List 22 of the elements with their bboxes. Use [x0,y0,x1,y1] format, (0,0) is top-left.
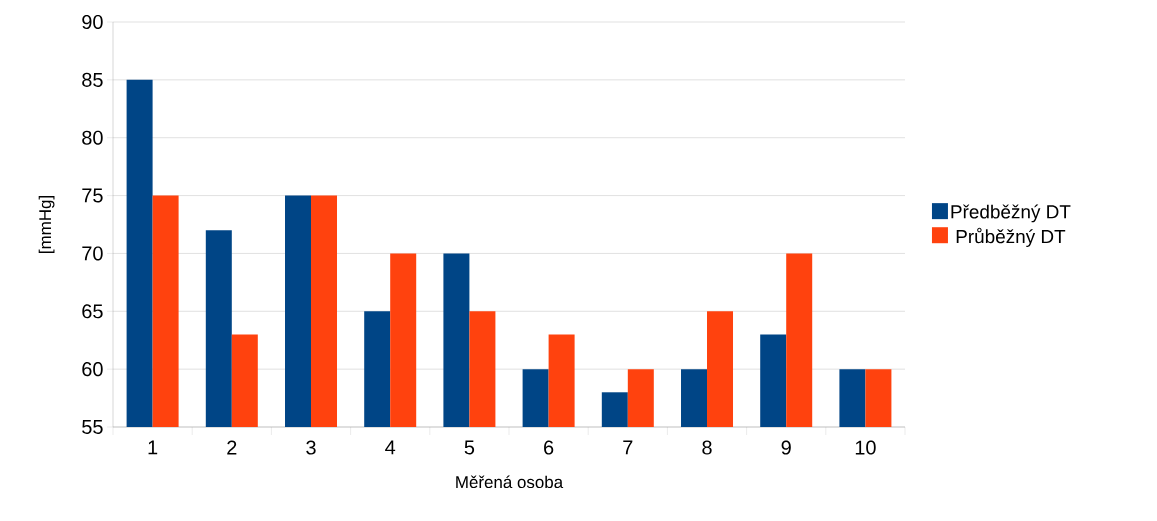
x-tick-label: 4 [385,440,396,455]
x-tick-label: 10 [855,440,876,455]
x-tick-label: 7 [623,440,633,455]
y-axis-title: [mmHg] [38,196,55,253]
x-tick-label: 3 [306,440,316,455]
legend-label: Průběžný DT [956,227,1066,248]
legend-label: Předběžný DT [951,204,1071,223]
y-tick-label: 75 [82,188,103,203]
x-tick-label: 8 [702,440,712,455]
y-tick-label: 55 [82,420,103,434]
x-tick-label: 2 [227,440,237,455]
y-tick-label: 85 [82,72,103,87]
y-tick-label: 80 [82,130,103,145]
x-tick-label: 5 [464,440,475,455]
y-tick-label: 60 [82,362,103,377]
y-tick-label: 90 [82,14,103,30]
x-tick-label: 6 [544,440,554,455]
x-tick-label: 9 [781,440,791,455]
x-tick-label: 1 [148,440,158,455]
y-tick-label: 65 [82,304,103,319]
x-axis-title: Měřená osoba [456,475,564,489]
y-tick-label: 70 [82,246,103,261]
